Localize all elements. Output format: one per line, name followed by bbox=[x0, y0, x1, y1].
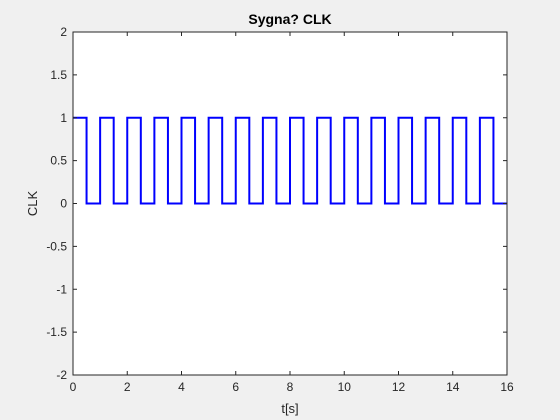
x-tick-label: 8 bbox=[287, 380, 294, 394]
series-layer bbox=[73, 116, 507, 205]
ticks-layer: 0 2 4 6 8 10 12 14 16 -2 -1.5 -1 -0.5 0 0.5 1 1.5 2 bbox=[46, 25, 514, 394]
x-tick-label: 14 bbox=[446, 380, 460, 394]
x-tick-label: 6 bbox=[232, 380, 239, 394]
x-tick-label: 2 bbox=[124, 380, 131, 394]
y-tick-label: 1.5 bbox=[50, 68, 67, 82]
x-tick-label: 4 bbox=[178, 380, 185, 394]
y-axis-title: CLK bbox=[25, 191, 40, 217]
y-tick-label: 0.5 bbox=[50, 154, 67, 168]
x-axis-title: t[s] bbox=[281, 401, 298, 416]
series-line-0 bbox=[73, 116, 507, 205]
chart-title: Sygna? CLK bbox=[248, 11, 331, 27]
x-tick-label: 10 bbox=[338, 380, 352, 394]
y-tick-label: -1 bbox=[56, 282, 67, 296]
y-tick-label: 2 bbox=[60, 25, 67, 39]
y-tick-label: 0 bbox=[60, 197, 67, 211]
y-tick-label: -2 bbox=[56, 368, 67, 382]
x-tick-label: 0 bbox=[70, 380, 77, 394]
y-tick-label: 1 bbox=[60, 111, 67, 125]
y-tick-label: -0.5 bbox=[46, 239, 67, 253]
x-tick-label: 12 bbox=[392, 380, 406, 394]
x-tick-label: 16 bbox=[500, 380, 514, 394]
y-tick-label: -1.5 bbox=[46, 325, 67, 339]
